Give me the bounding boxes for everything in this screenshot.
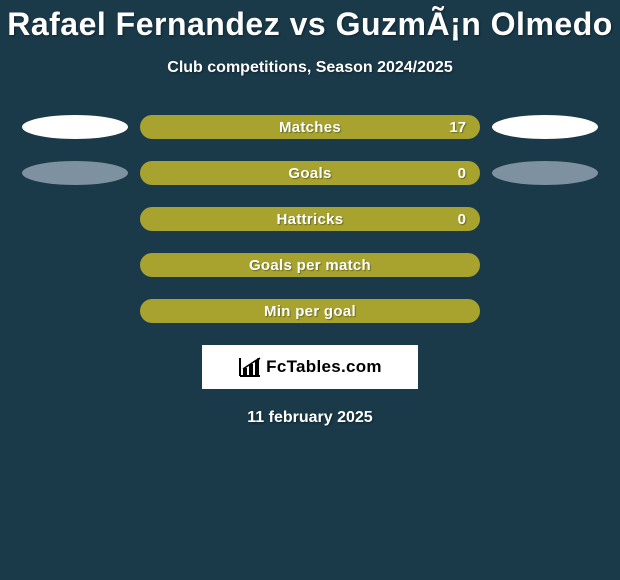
right-indicator — [492, 161, 598, 185]
stat-bar: Min per goal — [140, 299, 480, 323]
stat-rows: Matches17Goals0Hattricks0Goals per match… — [0, 115, 620, 323]
stat-label: Hattricks — [154, 211, 466, 228]
stat-row: Goals0 — [0, 161, 620, 185]
stat-label: Goals — [154, 165, 466, 182]
left-indicator — [22, 115, 128, 139]
stat-label: Matches — [154, 119, 466, 136]
stat-bar: Hattricks0 — [140, 207, 480, 231]
page-title: Rafael Fernandez vs GuzmÃ¡n Olmedo — [0, 6, 620, 43]
stat-row: Min per goal — [0, 299, 620, 323]
left-indicator — [22, 253, 128, 277]
stat-value: 0 — [458, 211, 466, 228]
stat-label: Goals per match — [154, 257, 466, 274]
subtitle: Club competitions, Season 2024/2025 — [0, 59, 620, 77]
date-label: 11 february 2025 — [0, 409, 620, 427]
logo-text: FcTables.com — [266, 357, 382, 377]
stat-label: Min per goal — [154, 303, 466, 320]
right-indicator — [492, 115, 598, 139]
stat-row: Goals per match — [0, 253, 620, 277]
stat-bar: Goals0 — [140, 161, 480, 185]
logo-box: FcTables.com — [202, 345, 418, 389]
comparison-card: Rafael Fernandez vs GuzmÃ¡n Olmedo Club … — [0, 0, 620, 427]
right-indicator — [492, 253, 598, 277]
right-indicator — [492, 207, 598, 231]
chart-icon — [238, 356, 262, 378]
stat-bar: Matches17 — [140, 115, 480, 139]
left-indicator — [22, 299, 128, 323]
stat-row: Hattricks0 — [0, 207, 620, 231]
left-indicator — [22, 161, 128, 185]
stat-value: 0 — [458, 165, 466, 182]
stat-value: 17 — [449, 119, 466, 136]
stat-row: Matches17 — [0, 115, 620, 139]
left-indicator — [22, 207, 128, 231]
stat-bar: Goals per match — [140, 253, 480, 277]
right-indicator — [492, 299, 598, 323]
